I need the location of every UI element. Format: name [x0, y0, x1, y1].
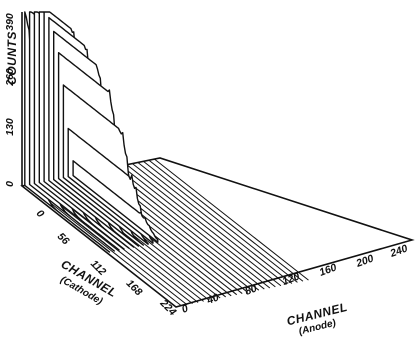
- counts-tick-0: 0: [4, 181, 16, 187]
- base-grid-line: [143, 160, 298, 283]
- cathode-tick-56: 56: [55, 231, 72, 248]
- anode-tick-160: 160: [318, 261, 339, 278]
- counts-tick-130: 130: [4, 118, 16, 136]
- base-grid-line: [115, 166, 271, 289]
- anode-tick-80: 80: [243, 282, 258, 297]
- counts-tick-390: 390: [4, 13, 16, 31]
- base-grid-line: [154, 158, 309, 281]
- counts-tick-260: 260: [4, 68, 16, 87]
- base-grid-line: [121, 165, 276, 288]
- base-grid-line: [132, 163, 287, 285]
- spectrum-slice-10: [72, 160, 159, 243]
- anode-tick-0: 0: [180, 302, 190, 315]
- anode-tick-120: 120: [281, 270, 302, 287]
- counts-axis-title: COUNTS: [5, 31, 19, 85]
- base-grid-line: [126, 164, 282, 287]
- cathode-tick-0: 0: [34, 208, 47, 221]
- base-grid-line: [27, 184, 182, 307]
- base-grid-line: [148, 159, 304, 282]
- spectrum-slices: [24, 11, 159, 253]
- base-grid-line: [137, 162, 293, 284]
- anode-tick-40: 40: [204, 291, 220, 307]
